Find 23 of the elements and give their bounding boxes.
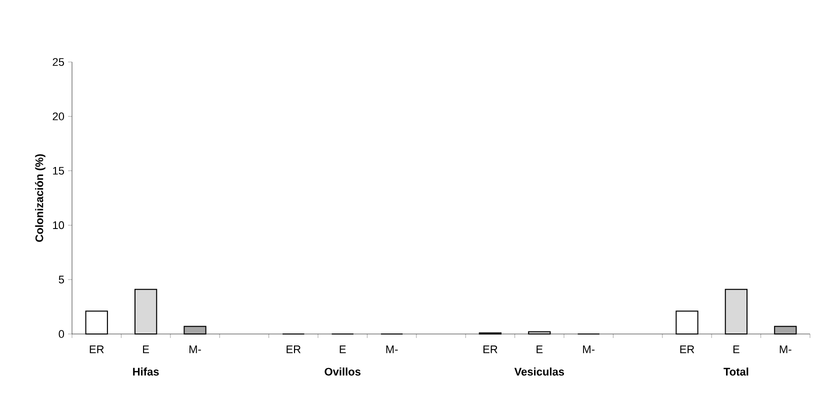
x-tick-label: M-	[386, 346, 398, 354]
y-tick-label: 0	[58, 330, 64, 338]
x-tick-label: E	[536, 346, 543, 354]
x-tick-label: E	[733, 346, 740, 354]
y-tick-label: 5	[58, 276, 64, 284]
text: Ovillos	[324, 368, 360, 376]
y-tick-label: 15	[53, 166, 64, 175]
x-tick-label: M-	[190, 346, 201, 354]
text: Hifas	[133, 368, 159, 376]
x-tick-label: M-	[780, 346, 792, 354]
x-tick-label: E	[340, 346, 346, 354]
x-tick-label: E	[143, 346, 149, 354]
x-tick-label: ER	[90, 346, 104, 354]
x-tick-label: ER	[483, 346, 498, 354]
x-tick-label: ER	[680, 346, 694, 354]
x-tick-label: ER	[286, 346, 301, 354]
y-tick-label: 20	[52, 112, 64, 120]
y-axis-title: Colonización (%)	[35, 154, 46, 242]
y-tick-label: 25	[52, 58, 64, 66]
y-tick-label: 10	[53, 221, 64, 230]
x-tick-label: M-	[583, 346, 595, 354]
text: Total	[724, 368, 748, 376]
text: Vesiculas	[514, 368, 564, 376]
